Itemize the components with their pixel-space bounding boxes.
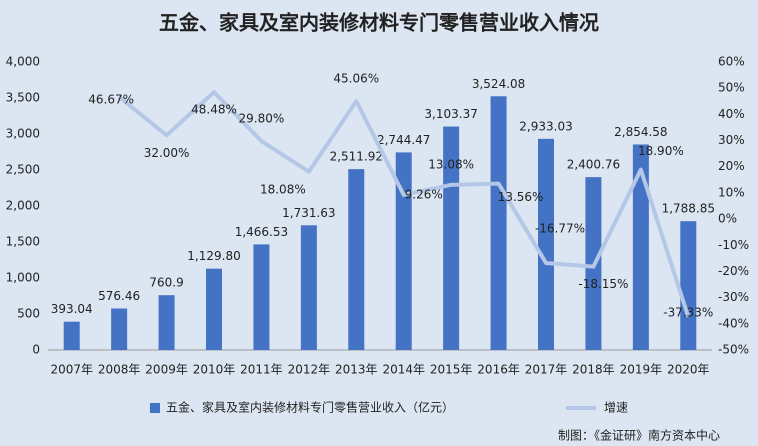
bar [632,144,649,350]
bar-value-label: 1,788.85 [662,202,715,216]
line-value-label: 46.67% [88,92,134,106]
bar-value-label: 2,511.92 [330,150,383,164]
y2-tick-label: 40% [718,107,745,121]
legend-swatch [150,403,160,413]
y2-tick-label: 60% [718,55,745,69]
x-tick-label: 2012年 [288,363,331,377]
x-tick-label: 2018年 [572,363,615,377]
bar-value-label: 760.9 [149,276,183,290]
line-value-label: 18.08% [260,182,306,196]
bar-value-label: 2,744.47 [377,133,430,147]
y2-tick-label: -30% [718,290,749,304]
y-tick-label: 3,000 [6,127,40,141]
x-tick-label: 2011年 [240,363,283,377]
legend-label: 增速 [604,401,628,415]
legend-label: 五金、家具及室内装修材料专门零售营业收入（亿元） [166,400,454,415]
line-value-label: -16.77% [535,221,585,235]
bar-value-label: 1,129.80 [187,249,240,263]
line-value-label: 9.26% [405,187,443,201]
bar-value-label: 2,933.03 [519,119,572,133]
y2-tick-label: 50% [718,81,745,95]
y-tick-label: 500 [17,307,40,321]
y-tick-label: 3,500 [6,91,40,105]
chart-title: 五金、家具及室内装修材料专门零售营业收入情况 [159,11,599,35]
y-tick-label: 4,000 [6,55,40,69]
annotation: 制图：《金证研》南方资本中心 [558,428,720,443]
line-value-label: 48.48% [191,103,237,117]
y2-tick-label: 30% [718,133,745,147]
y-tick-label: 0 [32,343,40,357]
bar [158,295,175,350]
x-tick-label: 2007年 [50,363,93,377]
y2-tick-label: -50% [718,343,749,357]
x-tick-label: 2019年 [620,363,663,377]
line-value-label: -18.15% [578,277,628,291]
bar-value-label: 2,854.58 [614,125,667,139]
y2-tick-label: 10% [718,185,745,199]
bar [395,152,412,350]
x-tick-label: 2013年 [335,363,378,377]
bar-value-label: 3,524.08 [472,77,525,91]
bar-value-label: 576.46 [98,289,140,303]
y-tick-label: 2,500 [6,163,40,177]
bar-value-label: 3,103.37 [424,107,477,121]
bar [348,169,365,350]
y2-tick-label: -10% [718,238,749,252]
x-tick-label: 2017年 [525,363,568,377]
x-tick-label: 2014年 [382,363,425,377]
line-value-label: 29.80% [239,112,285,126]
x-tick-label: 2020年 [667,363,710,377]
line-value-label: -37.33% [663,305,713,319]
line-value-label: 32.00% [144,146,190,160]
line-value-label: 45.06% [333,72,379,86]
y2-tick-label: -40% [718,316,749,330]
bar-value-label: 1,731.63 [282,206,335,220]
bar [253,244,270,350]
bar [206,268,222,350]
bar [443,126,460,350]
y-tick-label: 2,000 [6,199,40,213]
y-tick-label: 1,500 [6,235,40,249]
y2-tick-label: 20% [718,159,745,173]
line-value-label: 13.56% [498,190,544,204]
bar [63,321,80,350]
line [117,90,691,318]
y-tick-label: 1,000 [6,271,40,285]
y2-tick-label: 0% [718,212,737,226]
bar-value-label: 393.04 [51,302,93,316]
line-value-label: 13.08% [428,157,474,171]
x-tick-label: 2010年 [193,363,236,377]
bar [300,225,317,350]
y2-tick-label: -20% [718,264,749,278]
bar [490,96,507,351]
x-tick-label: 2016年 [477,363,520,377]
bar [538,138,554,350]
x-tick-label: 2008年 [98,363,141,377]
x-tick-label: 2015年 [430,363,473,377]
bar [680,221,697,350]
bar-value-label: 2,400.76 [567,158,620,172]
bar-value-label: 1,466.53 [235,225,288,239]
bar [111,308,128,350]
x-tick-label: 2009年 [145,363,188,377]
line-value-label: 18.90% [638,144,684,158]
